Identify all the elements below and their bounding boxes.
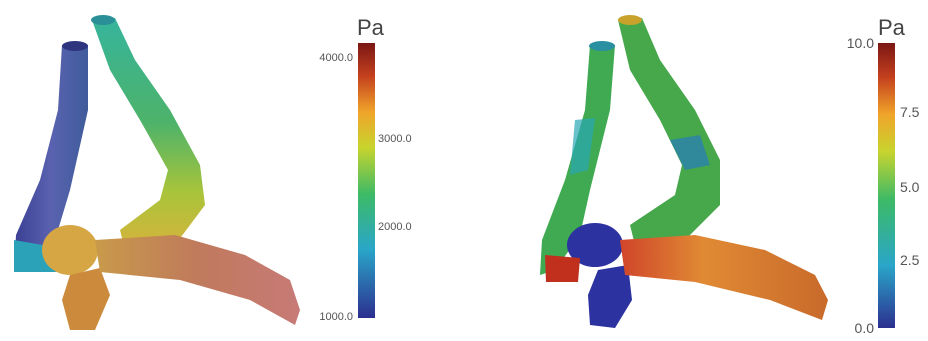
left-colorbar-unit: Pa [357,15,385,40]
shear-patch [670,135,710,170]
shear-patch [545,255,580,282]
vessel-left-branch [14,45,88,270]
right-colorbar: Pa 10.0 7.5 5.0 2.5 0.0 [847,15,920,336]
left-colorbar-tick: 2000.0 [378,221,412,233]
right-colorbar-tick: 5.0 [900,179,920,195]
left-render-canvas: Pa 4000.0 3000.0 2000.0 1000.0 [14,15,412,330]
left-visualization-panel: Pa 4000.0 3000.0 2000.0 1000.0 [0,0,440,341]
right-colorbar-tick: 2.5 [900,252,920,268]
vessel-lower-branch [588,265,632,328]
vessel-opening [618,15,642,25]
vessel-main-trunk [620,235,828,320]
vessel-bulb [42,225,98,275]
vessel-opening [91,15,115,25]
left-colorbar-tick: 4000.0 [319,52,353,64]
left-colorbar-gradient [358,43,375,318]
right-colorbar-tick: 10.0 [847,35,874,51]
shear-patch [570,118,595,175]
right-render-canvas: Pa 10.0 7.5 5.0 2.5 0.0 [540,15,920,336]
right-colorbar-tick: 0.0 [855,320,875,336]
right-colorbar-tick: 7.5 [900,104,920,120]
vessel-main-trunk [95,235,300,325]
vessel-bulb [567,223,623,267]
left-colorbar: Pa 4000.0 3000.0 2000.0 1000.0 [319,15,411,323]
vessel-opening [62,41,88,51]
vessel-lower-branch [62,268,110,330]
vessel-right-branch [618,18,720,245]
left-colorbar-tick: 3000.0 [378,133,412,145]
vessel-opening [589,41,615,51]
right-colorbar-gradient [878,43,895,328]
right-visualization-panel: Pa 10.0 7.5 5.0 2.5 0.0 [470,0,928,341]
vessel-right-branch [92,18,205,250]
right-colorbar-unit: Pa [878,15,906,40]
left-colorbar-tick: 1000.0 [319,311,353,323]
